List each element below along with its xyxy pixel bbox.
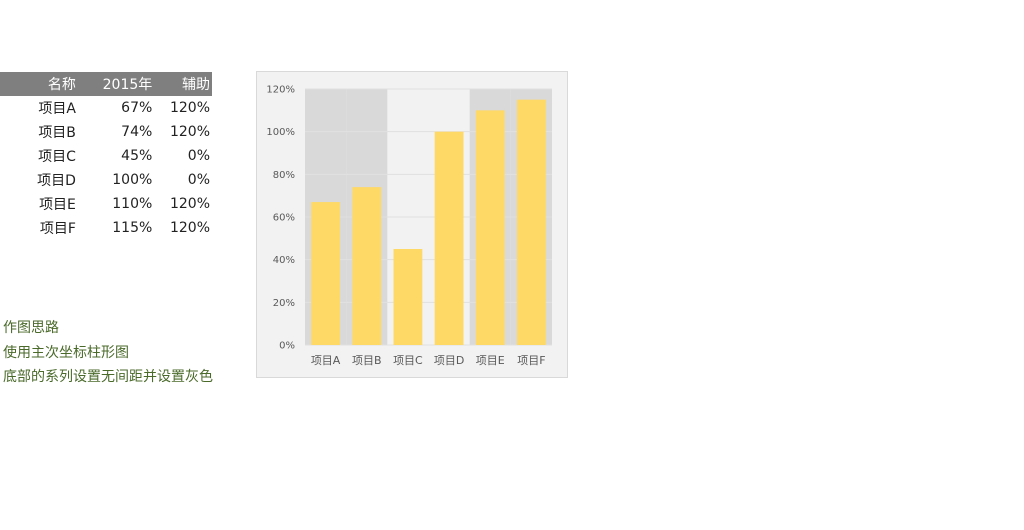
table-row: 项目A 67% 120%	[0, 96, 212, 120]
value-bar	[393, 249, 423, 345]
note-line: 作图思路	[3, 320, 59, 336]
table-row: 项目C 45% 0%	[0, 144, 212, 168]
cell-2015: 67%	[121, 100, 153, 116]
cell-name: 项目D	[37, 173, 76, 189]
cell-helper: 120%	[169, 196, 210, 212]
x-tick-label: 项目C	[393, 354, 423, 367]
x-tick-label: 项目A	[311, 354, 341, 367]
y-tick-label: 0%	[279, 341, 295, 352]
y-tick-label: 20%	[273, 298, 295, 309]
y-tick-label: 100%	[266, 127, 295, 138]
value-bar	[434, 131, 464, 345]
cell-name: 项目F	[39, 221, 76, 237]
cell-2015: 74%	[121, 124, 153, 140]
chart-area: 0% 20% 40% 60% 80% 100% 120% 项目A 项目B 项目C 项目D 项目E 项目F	[256, 71, 568, 378]
cell-name: 项目C	[38, 149, 76, 165]
cell-2015: 45%	[121, 148, 153, 164]
cell-helper: 0%	[187, 172, 210, 188]
header-2015: 2015年	[75, 72, 153, 96]
notes: 作图思路 使用主次坐标柱形图 底部的系列设置无间距并设置灰色	[3, 316, 213, 390]
cell-2015: 110%	[112, 196, 153, 212]
note-line: 底部的系列设置无间距并设置灰色	[3, 369, 213, 385]
value-bar	[475, 110, 505, 345]
x-tick-label: 项目F	[517, 354, 545, 367]
table-header-row: 名称 2015年 辅助	[0, 72, 212, 96]
y-tick-label: 80%	[273, 170, 295, 181]
header-name: 名称	[0, 72, 76, 96]
x-tick-label: 项目E	[476, 354, 505, 367]
note-line: 使用主次坐标柱形图	[3, 344, 129, 361]
data-table: 名称 2015年 辅助 项目A 67% 120% 项目B 74% 120% 项目…	[0, 72, 212, 240]
cell-helper: 0%	[187, 148, 210, 164]
header-helper: 辅助	[152, 72, 212, 96]
cell-name: 项目A	[38, 101, 76, 117]
cell-helper: 120%	[169, 124, 210, 140]
bar-chart: 0% 20% 40% 60% 80% 100% 120% 项目A 项目B 项目C 项目D 项目E 项目F	[266, 85, 552, 367]
x-tick-label: 项目B	[352, 354, 382, 367]
cell-name: 项目B	[38, 125, 76, 141]
y-tick-label: 40%	[273, 255, 295, 266]
x-tick-label: 项目D	[434, 354, 464, 367]
table-row: 项目D 100% 0%	[0, 168, 212, 192]
table-row: 项目F 115% 120%	[0, 216, 212, 240]
table-row: 项目B 74% 120%	[0, 120, 212, 144]
value-bar	[517, 99, 546, 346]
y-tick-label: 120%	[266, 85, 295, 96]
cell-helper: 120%	[169, 220, 210, 236]
cell-2015: 100%	[112, 172, 153, 188]
y-tick-label: 60%	[273, 213, 295, 224]
table-row: 项目E 110% 120%	[0, 192, 212, 216]
cell-name: 项目E	[39, 197, 76, 213]
cell-helper: 120%	[169, 100, 210, 116]
value-bar	[311, 202, 340, 345]
value-bar	[352, 187, 382, 345]
cell-2015: 115%	[112, 220, 153, 236]
